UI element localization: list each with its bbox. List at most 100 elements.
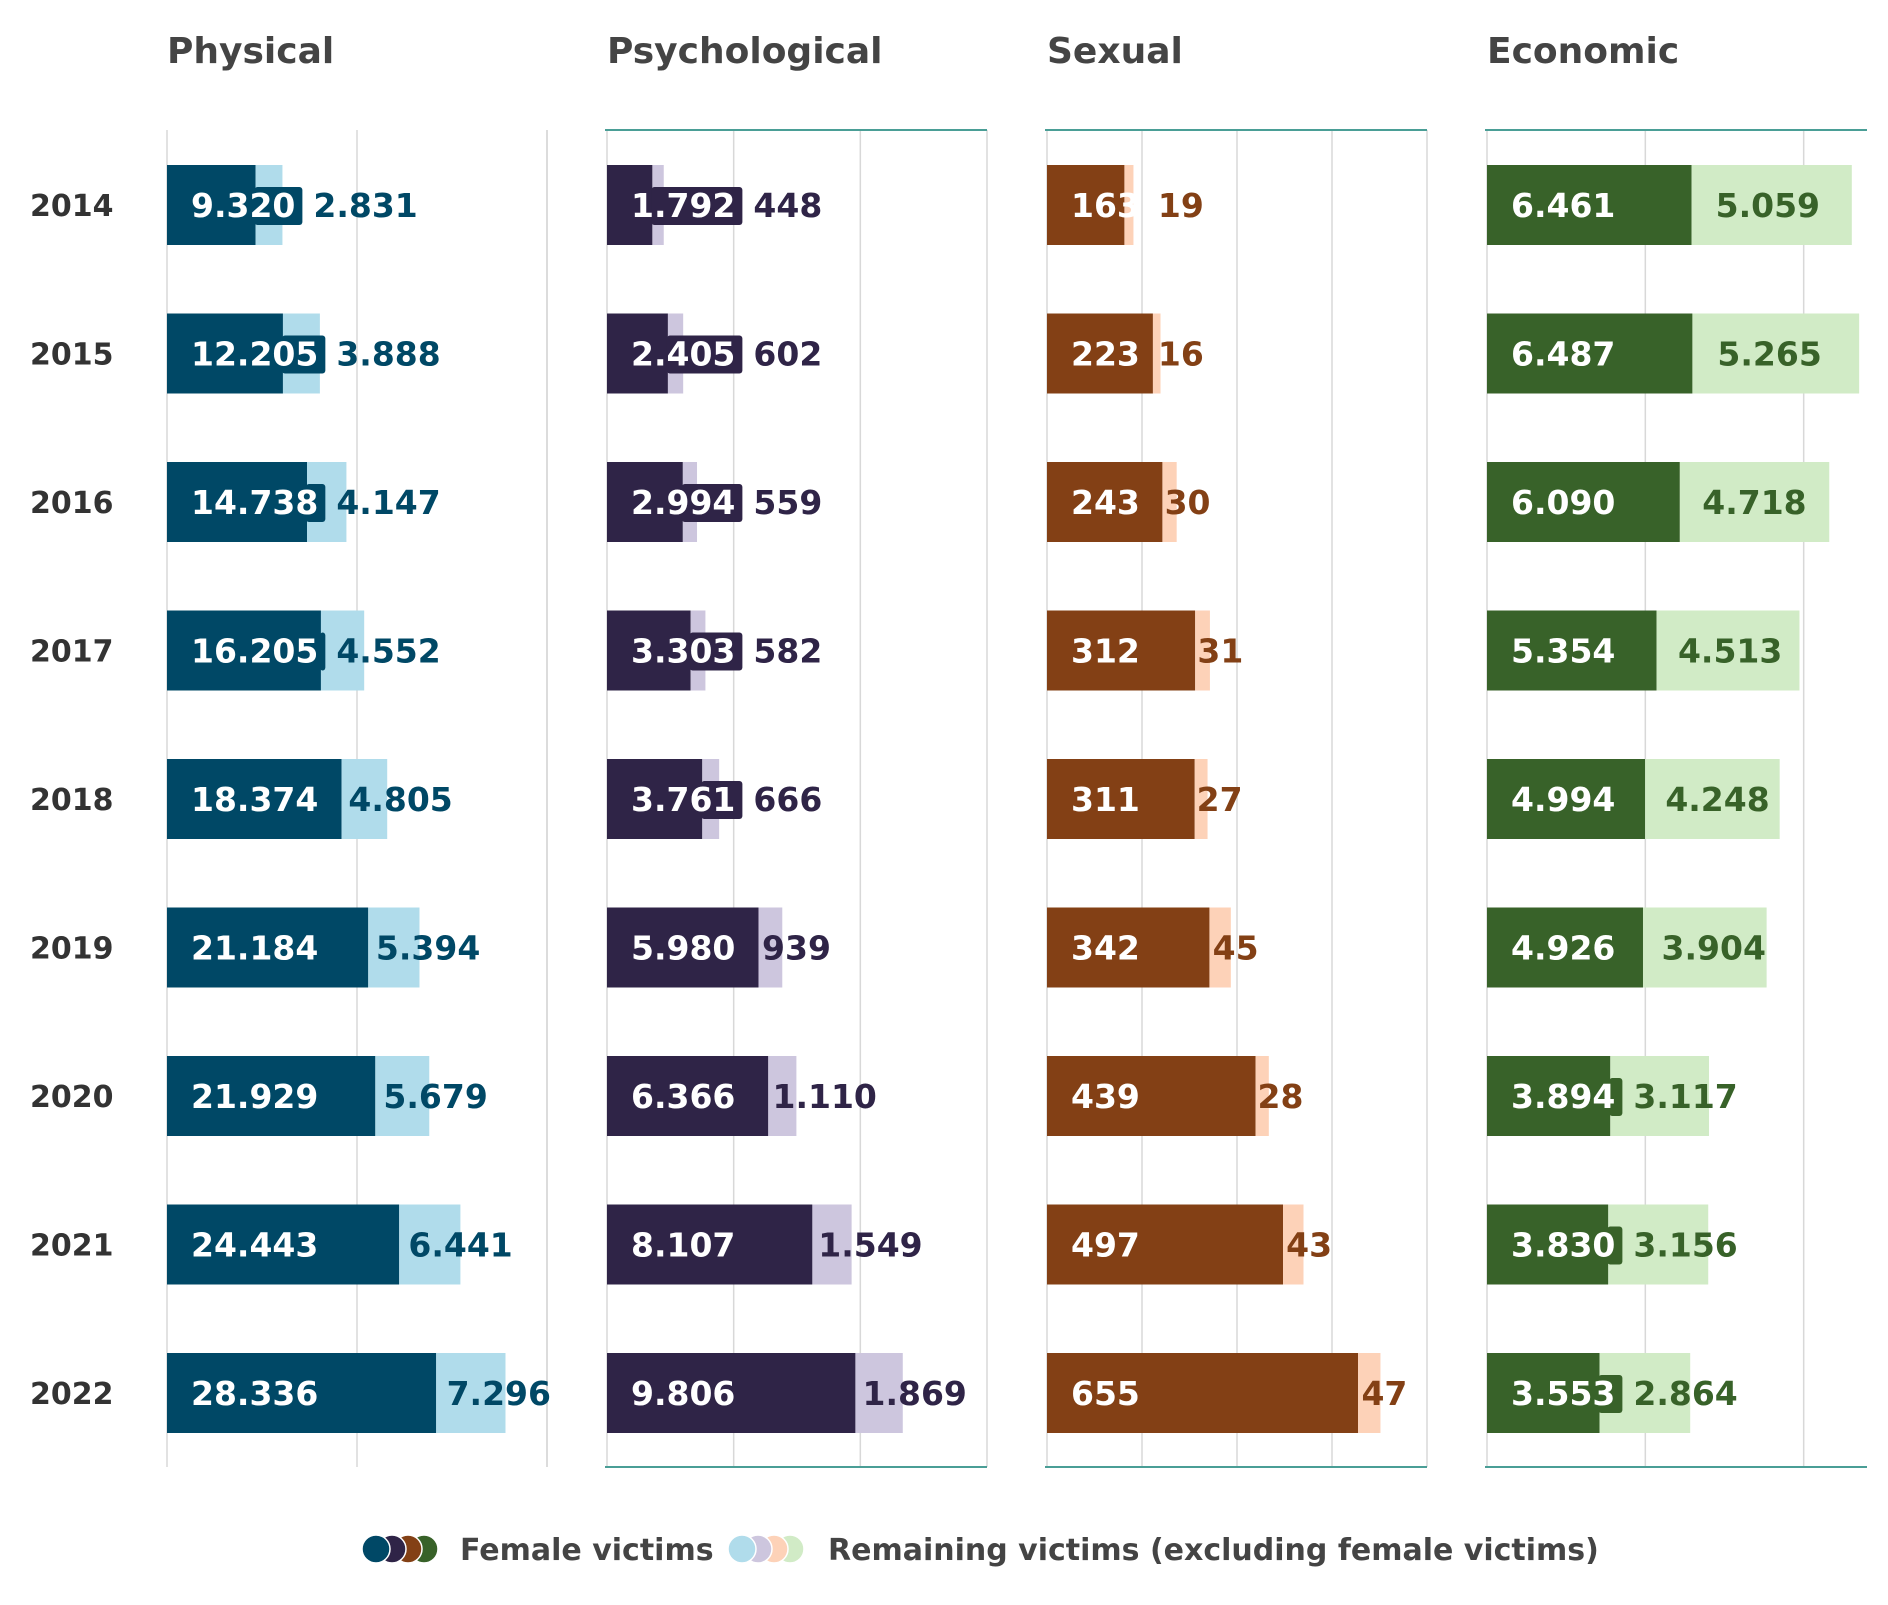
value-label-female: 16.205 [191, 632, 318, 671]
value-label-remaining: 28 [1258, 1077, 1304, 1116]
value-label-remaining: 2.864 [1633, 1374, 1737, 1413]
value-label-remaining: 4.718 [1702, 483, 1806, 522]
value-label-remaining: 3.156 [1633, 1226, 1737, 1265]
value-label-female: 439 [1071, 1077, 1140, 1116]
value-label-female: 163 [1071, 186, 1140, 225]
value-label-remaining: 4.248 [1665, 780, 1769, 819]
bar-remaining-psychological-2022 [855, 1353, 903, 1433]
year-label: 2020 [30, 1080, 114, 1115]
bar-remaining-sexual-2016 [1162, 462, 1177, 542]
value-label-backdrop [1598, 1375, 1623, 1413]
bar-remaining-sexual-2018 [1194, 759, 1208, 839]
value-label-female: 1.792 [631, 186, 735, 225]
value-label-remaining: 1.110 [772, 1077, 876, 1116]
year-label: 2019 [30, 932, 114, 967]
value-label-female: 497 [1071, 1226, 1140, 1265]
bar-remaining-economic-2015 [1692, 313, 1860, 394]
bar-female-physical-2015 [167, 313, 283, 394]
panel-title-physical: Physical [167, 31, 334, 72]
value-label-remaining: 31 [1197, 632, 1243, 671]
value-label-remaining: 27 [1197, 780, 1243, 819]
value-label-female: 24.443 [191, 1226, 318, 1265]
value-label-remaining: 3.117 [1633, 1077, 1737, 1116]
legend-dot-remaining-physical [727, 1534, 757, 1564]
value-label-remaining: 1.549 [818, 1226, 922, 1265]
bar-remaining-economic-2016 [1679, 462, 1830, 542]
bar-remaining-economic-2014 [1691, 165, 1852, 245]
bar-female-economic-2018 [1487, 759, 1646, 839]
bar-female-sexual-2015 [1047, 313, 1153, 394]
value-label-remaining: 4.147 [336, 483, 440, 522]
value-label-backdrop [281, 335, 326, 374]
bar-female-sexual-2019 [1047, 907, 1210, 988]
value-label-female: 6.487 [1511, 335, 1615, 374]
value-label-female: 3.553 [1511, 1374, 1615, 1413]
value-label-remaining: 2.831 [313, 186, 417, 225]
value-label-remaining: 582 [753, 632, 822, 671]
value-label-female: 21.184 [191, 929, 318, 968]
bar-female-psychological-2018 [607, 759, 703, 839]
value-label-remaining: 448 [753, 186, 822, 225]
bar-female-physical-2021 [167, 1204, 400, 1285]
bar-female-physical-2017 [167, 610, 321, 691]
value-label-backdrop [1607, 1226, 1623, 1265]
year-label: 2015 [30, 338, 114, 373]
value-label-remaining: 5.679 [383, 1077, 487, 1116]
value-label-female: 6.461 [1511, 186, 1615, 225]
bar-female-physical-2020 [167, 1056, 376, 1136]
value-label-female: 5.354 [1511, 632, 1615, 671]
bar-female-psychological-2015 [607, 313, 668, 394]
value-label-female: 311 [1071, 780, 1140, 819]
value-label-female: 342 [1071, 929, 1140, 968]
value-label-remaining: 939 [762, 929, 831, 968]
value-label-female: 9.320 [191, 186, 295, 225]
value-label-female: 18.374 [191, 780, 318, 819]
bar-female-physical-2016 [167, 462, 308, 542]
value-label-backdrop [681, 484, 743, 522]
value-label-remaining: 5.059 [1716, 186, 1820, 225]
year-label: 2021 [30, 1229, 114, 1264]
bar-female-psychological-2019 [607, 907, 759, 988]
legend-dot-female-physical [361, 1534, 391, 1564]
bar-remaining-economic-2020 [1610, 1056, 1710, 1136]
bar-remaining-economic-2017 [1656, 610, 1800, 691]
value-label-female: 3.761 [631, 780, 735, 819]
bar-remaining-sexual-2015 [1152, 313, 1161, 394]
value-label-remaining: 30 [1165, 483, 1211, 522]
value-label-remaining: 6.441 [408, 1226, 512, 1265]
bar-remaining-psychological-2020 [768, 1056, 797, 1136]
bar-remaining-economic-2019 [1642, 907, 1767, 988]
value-label-remaining: 16 [1158, 335, 1204, 374]
labels-layer: 2014 2015 2016 2017 2018 2019 2020 2021 2022 Phys… [30, 31, 1822, 1413]
value-label-remaining: 559 [753, 483, 822, 522]
bar-female-economic-2022 [1487, 1353, 1600, 1433]
value-label-remaining: 43 [1286, 1226, 1332, 1265]
legend-female-swatch [361, 1534, 439, 1564]
bar-female-psychological-2020 [607, 1056, 769, 1136]
value-label-backdrop [1609, 1078, 1623, 1116]
value-label-female: 5.980 [631, 929, 735, 968]
value-label-remaining: 3.888 [336, 335, 440, 374]
bar-remaining-physical-2019 [368, 907, 420, 988]
value-label-female: 223 [1071, 335, 1140, 374]
bar-remaining-psychological-2021 [812, 1204, 852, 1285]
bar-female-physical-2018 [167, 759, 342, 839]
value-label-remaining: 47 [1361, 1374, 1407, 1413]
bar-female-economic-2019 [1487, 907, 1643, 988]
value-label-female: 6.366 [631, 1077, 735, 1116]
value-label-female: 243 [1071, 483, 1140, 522]
bar-female-sexual-2017 [1047, 610, 1196, 691]
value-label-female: 21.929 [191, 1077, 318, 1116]
bar-female-sexual-2021 [1047, 1204, 1284, 1285]
bar-remaining-sexual-2021 [1283, 1204, 1304, 1285]
bar-remaining-sexual-2017 [1195, 610, 1210, 691]
value-label-female: 2.994 [631, 483, 735, 522]
value-label-female: 8.107 [631, 1226, 735, 1265]
value-label-remaining: 19 [1158, 186, 1204, 225]
value-label-female: 3.303 [631, 632, 735, 671]
bar-female-economic-2016 [1487, 462, 1680, 542]
bar-female-psychological-2014 [607, 165, 653, 245]
panel-title-economic: Economic [1487, 31, 1679, 72]
panel-title-psychological: Psychological [607, 31, 883, 72]
